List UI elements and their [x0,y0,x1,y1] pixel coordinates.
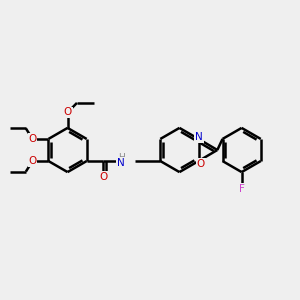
Text: N: N [195,133,203,142]
Text: F: F [239,184,244,194]
Text: O: O [99,172,107,182]
Text: O: O [28,134,37,144]
Text: H: H [118,153,125,162]
Text: O: O [63,107,72,118]
Text: O: O [28,156,37,166]
Text: O: O [197,159,205,169]
Text: N: N [116,158,124,167]
